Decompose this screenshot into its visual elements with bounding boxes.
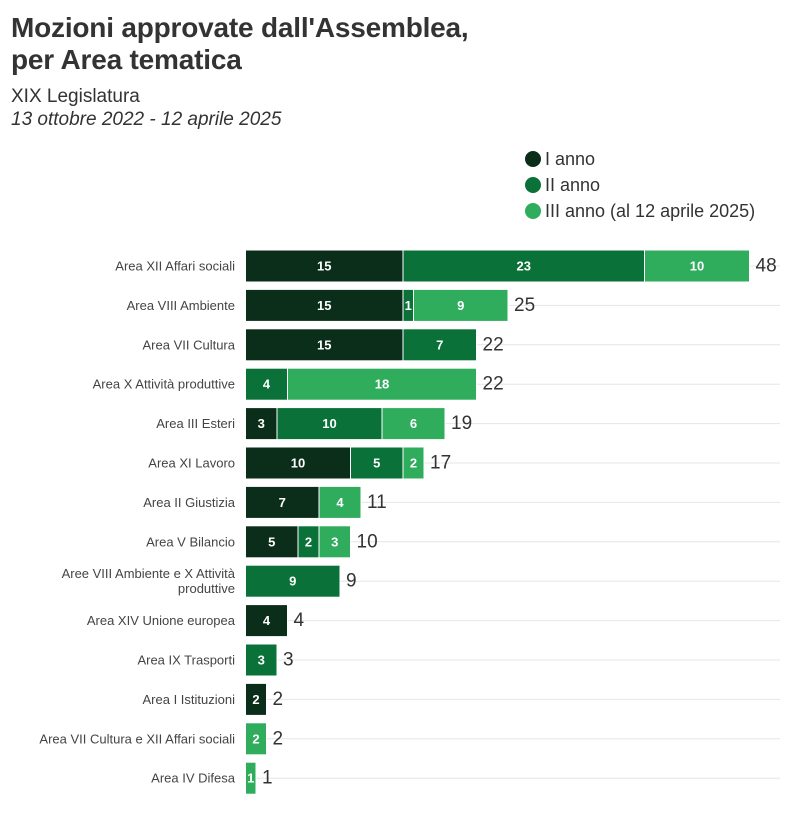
segment-value-label: 5 — [373, 456, 380, 471]
legend-item-i-anno: I anno — [525, 146, 755, 172]
category-label: Area VII Cultura — [143, 337, 236, 352]
legend-label-iii-anno: III anno (al 12 aprile 2025) — [545, 200, 756, 221]
bar-segment — [245, 249, 404, 283]
category-label: Area IX Trasporti — [137, 653, 235, 668]
segment-value-label: 9 — [457, 298, 464, 313]
segment-value-label: 2 — [410, 456, 417, 471]
bar-total-label: 1 — [262, 768, 273, 789]
legend-swatch-i-anno — [525, 151, 541, 167]
bar-segment — [381, 407, 446, 441]
category-label: Area III Esteri — [156, 416, 235, 431]
bar-segment — [413, 288, 509, 322]
segment-value-label: 3 — [258, 653, 265, 668]
segment-value-label: 15 — [317, 337, 331, 352]
chart-title-line2: per Area tematica — [11, 44, 242, 75]
segment-value-label: 23 — [517, 259, 531, 274]
legend-item-ii-anno: II anno — [525, 172, 755, 198]
segment-value-label: 15 — [317, 298, 331, 313]
chart-title: Mozioni approvate dall'Assemblea, per Ar… — [11, 12, 469, 76]
segment-value-label: 2 — [252, 692, 259, 707]
segment-value-label: 7 — [279, 495, 286, 510]
chart-subtitle: XIX Legislatura — [11, 86, 140, 107]
chart-legend: I anno II anno III anno (al 12 aprile 20… — [525, 146, 755, 224]
category-label: Area VII Cultura e XII Affari sociali — [39, 731, 235, 746]
bar-segment — [318, 525, 351, 559]
bar-total-label: 4 — [294, 610, 305, 631]
segment-value-label: 6 — [410, 416, 417, 431]
bar-total-label: 10 — [357, 531, 378, 552]
segment-value-label: 9 — [289, 574, 296, 589]
bar-segment — [245, 643, 278, 677]
bar-segment — [287, 367, 477, 401]
category-label: Area XI Lavoro — [148, 456, 235, 471]
segment-value-label: 5 — [268, 534, 275, 549]
bar-segment — [644, 249, 750, 283]
bar-total-label: 2 — [273, 728, 284, 749]
bar-segment — [245, 288, 404, 322]
bar-segment — [245, 485, 320, 519]
category-label: Area I Istituzioni — [143, 692, 236, 707]
legend-swatch-ii-anno — [525, 177, 541, 193]
bar-segment — [402, 249, 645, 283]
bar-segment — [402, 446, 425, 480]
category-label: Area XIV Unione europea — [87, 613, 236, 628]
category-label: Aree VIII Ambiente e X Attività produttiv… — [62, 566, 236, 596]
segment-value-label: 10 — [690, 259, 704, 274]
bar-total-label: 17 — [430, 453, 451, 474]
bar-segment — [245, 446, 351, 480]
segment-value-label: 2 — [305, 534, 312, 549]
bar-total-label: 2 — [273, 689, 284, 710]
legend-item-iii-anno: III anno (al 12 aprile 2025) — [525, 198, 755, 224]
category-label: Area VIII Ambiente — [127, 298, 235, 313]
segment-value-label: 4 — [263, 377, 271, 392]
bar-total-label: 48 — [756, 256, 777, 277]
segment-value-label: 2 — [252, 731, 259, 746]
bar-segment — [276, 407, 383, 441]
category-label: Area X Attività produttive — [93, 377, 235, 392]
bar-segment — [245, 407, 278, 441]
bar-segment — [245, 761, 257, 795]
segment-value-label: 4 — [336, 495, 344, 510]
segment-value-label: 15 — [317, 259, 331, 274]
segment-value-label: 10 — [291, 456, 305, 471]
segment-value-label: 1 — [405, 298, 412, 313]
bar-total-label: 3 — [283, 650, 294, 671]
legend-label-ii-anno: II anno — [545, 174, 601, 195]
segment-value-label: 3 — [331, 534, 338, 549]
segment-value-label: 7 — [436, 337, 443, 352]
category-label: Area V Bilancio — [146, 534, 235, 549]
legend-label-i-anno: I anno — [545, 148, 596, 169]
segment-value-label: 3 — [258, 416, 265, 431]
bar-segment — [318, 485, 362, 519]
bar-segment — [245, 682, 267, 716]
category-label: Area II Giustizia — [143, 495, 236, 510]
bar-total-label: 22 — [483, 334, 504, 355]
bar-total-label: 11 — [367, 492, 387, 513]
bar-segment — [245, 564, 341, 598]
bar-segment — [402, 328, 477, 362]
chart-date-range: 13 ottobre 2022 - 12 aprile 2025 — [11, 109, 282, 130]
bar-segment — [245, 604, 288, 638]
bar-total-label: 22 — [483, 374, 504, 395]
bar-segment — [245, 722, 267, 756]
bar-total-label: 19 — [451, 413, 472, 434]
chart-title-line1: Mozioni approvate dall'Assemblea, — [11, 12, 469, 43]
bar-total-label: 9 — [346, 571, 357, 592]
category-label: Area IV Difesa — [151, 771, 236, 786]
segment-value-label: 1 — [247, 771, 254, 786]
legend-swatch-iii-anno — [525, 203, 541, 219]
category-label: Area XII Affari sociali — [115, 259, 235, 274]
bar-total-label: 25 — [514, 295, 535, 316]
segment-value-label: 4 — [263, 613, 271, 628]
segment-value-label: 18 — [375, 377, 389, 392]
segment-value-label: 10 — [322, 416, 336, 431]
